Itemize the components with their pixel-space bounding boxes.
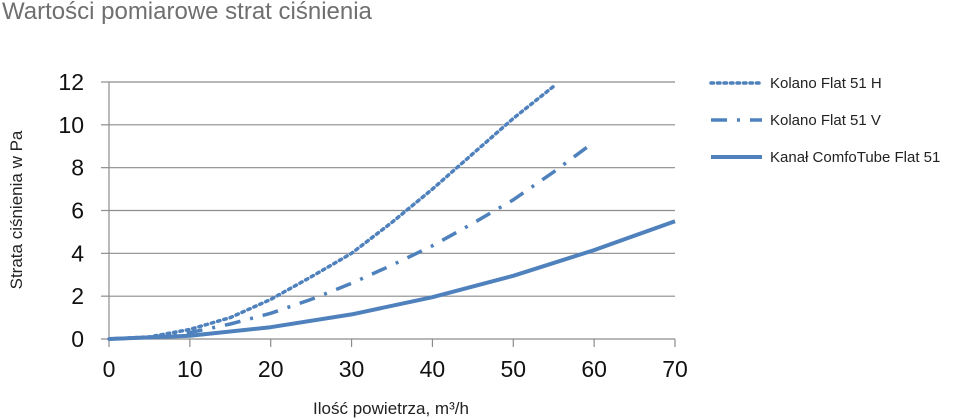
grid-lines [109,81,675,297]
x-tick-label: 0 [103,356,116,382]
series-lines [107,84,676,341]
x-tick-label: 20 [258,356,284,382]
legend-label: Kolano Flat 51 V [770,112,881,129]
series-line-3 [108,219,676,341]
y-tick-label: 2 [71,283,84,309]
series-line-1 [107,84,556,341]
x-tick-label: 40 [420,356,446,382]
x-tick-label: 60 [581,356,607,382]
x-axis-label: Ilość powietrza, m³/h [313,399,469,418]
legend: Kolano Flat 51 H Kolano Flat 51 V Kanał Co… [709,75,940,166]
x-tick-label: 10 [177,356,203,382]
axes [108,82,675,340]
y-axis-ticks: 0 2 4 6 8 10 12 [58,69,109,352]
x-tick-label: 50 [500,356,526,382]
x-tick-label: 70 [662,356,688,382]
y-tick-label: 4 [71,240,84,266]
page-title: Wartości pomiarowe strat ciśnienia [2,0,372,25]
x-axis-ticks: 0 10 20 30 40 50 60 70 [103,339,688,382]
y-axis-label: Strata ciśnienia w Pa [7,130,26,289]
y-tick-label: 8 [71,155,84,181]
x-tick-label: 30 [339,356,365,382]
y-tick-label: 10 [58,112,84,138]
legend-label: Kanał ComfoTube Flat 51 [770,149,940,166]
y-tick-label: 0 [71,326,84,352]
y-tick-label: 6 [71,198,84,224]
series-line-2 [108,140,596,341]
y-tick-label: 12 [58,69,84,95]
legend-label: Kolano Flat 51 H [770,75,882,92]
